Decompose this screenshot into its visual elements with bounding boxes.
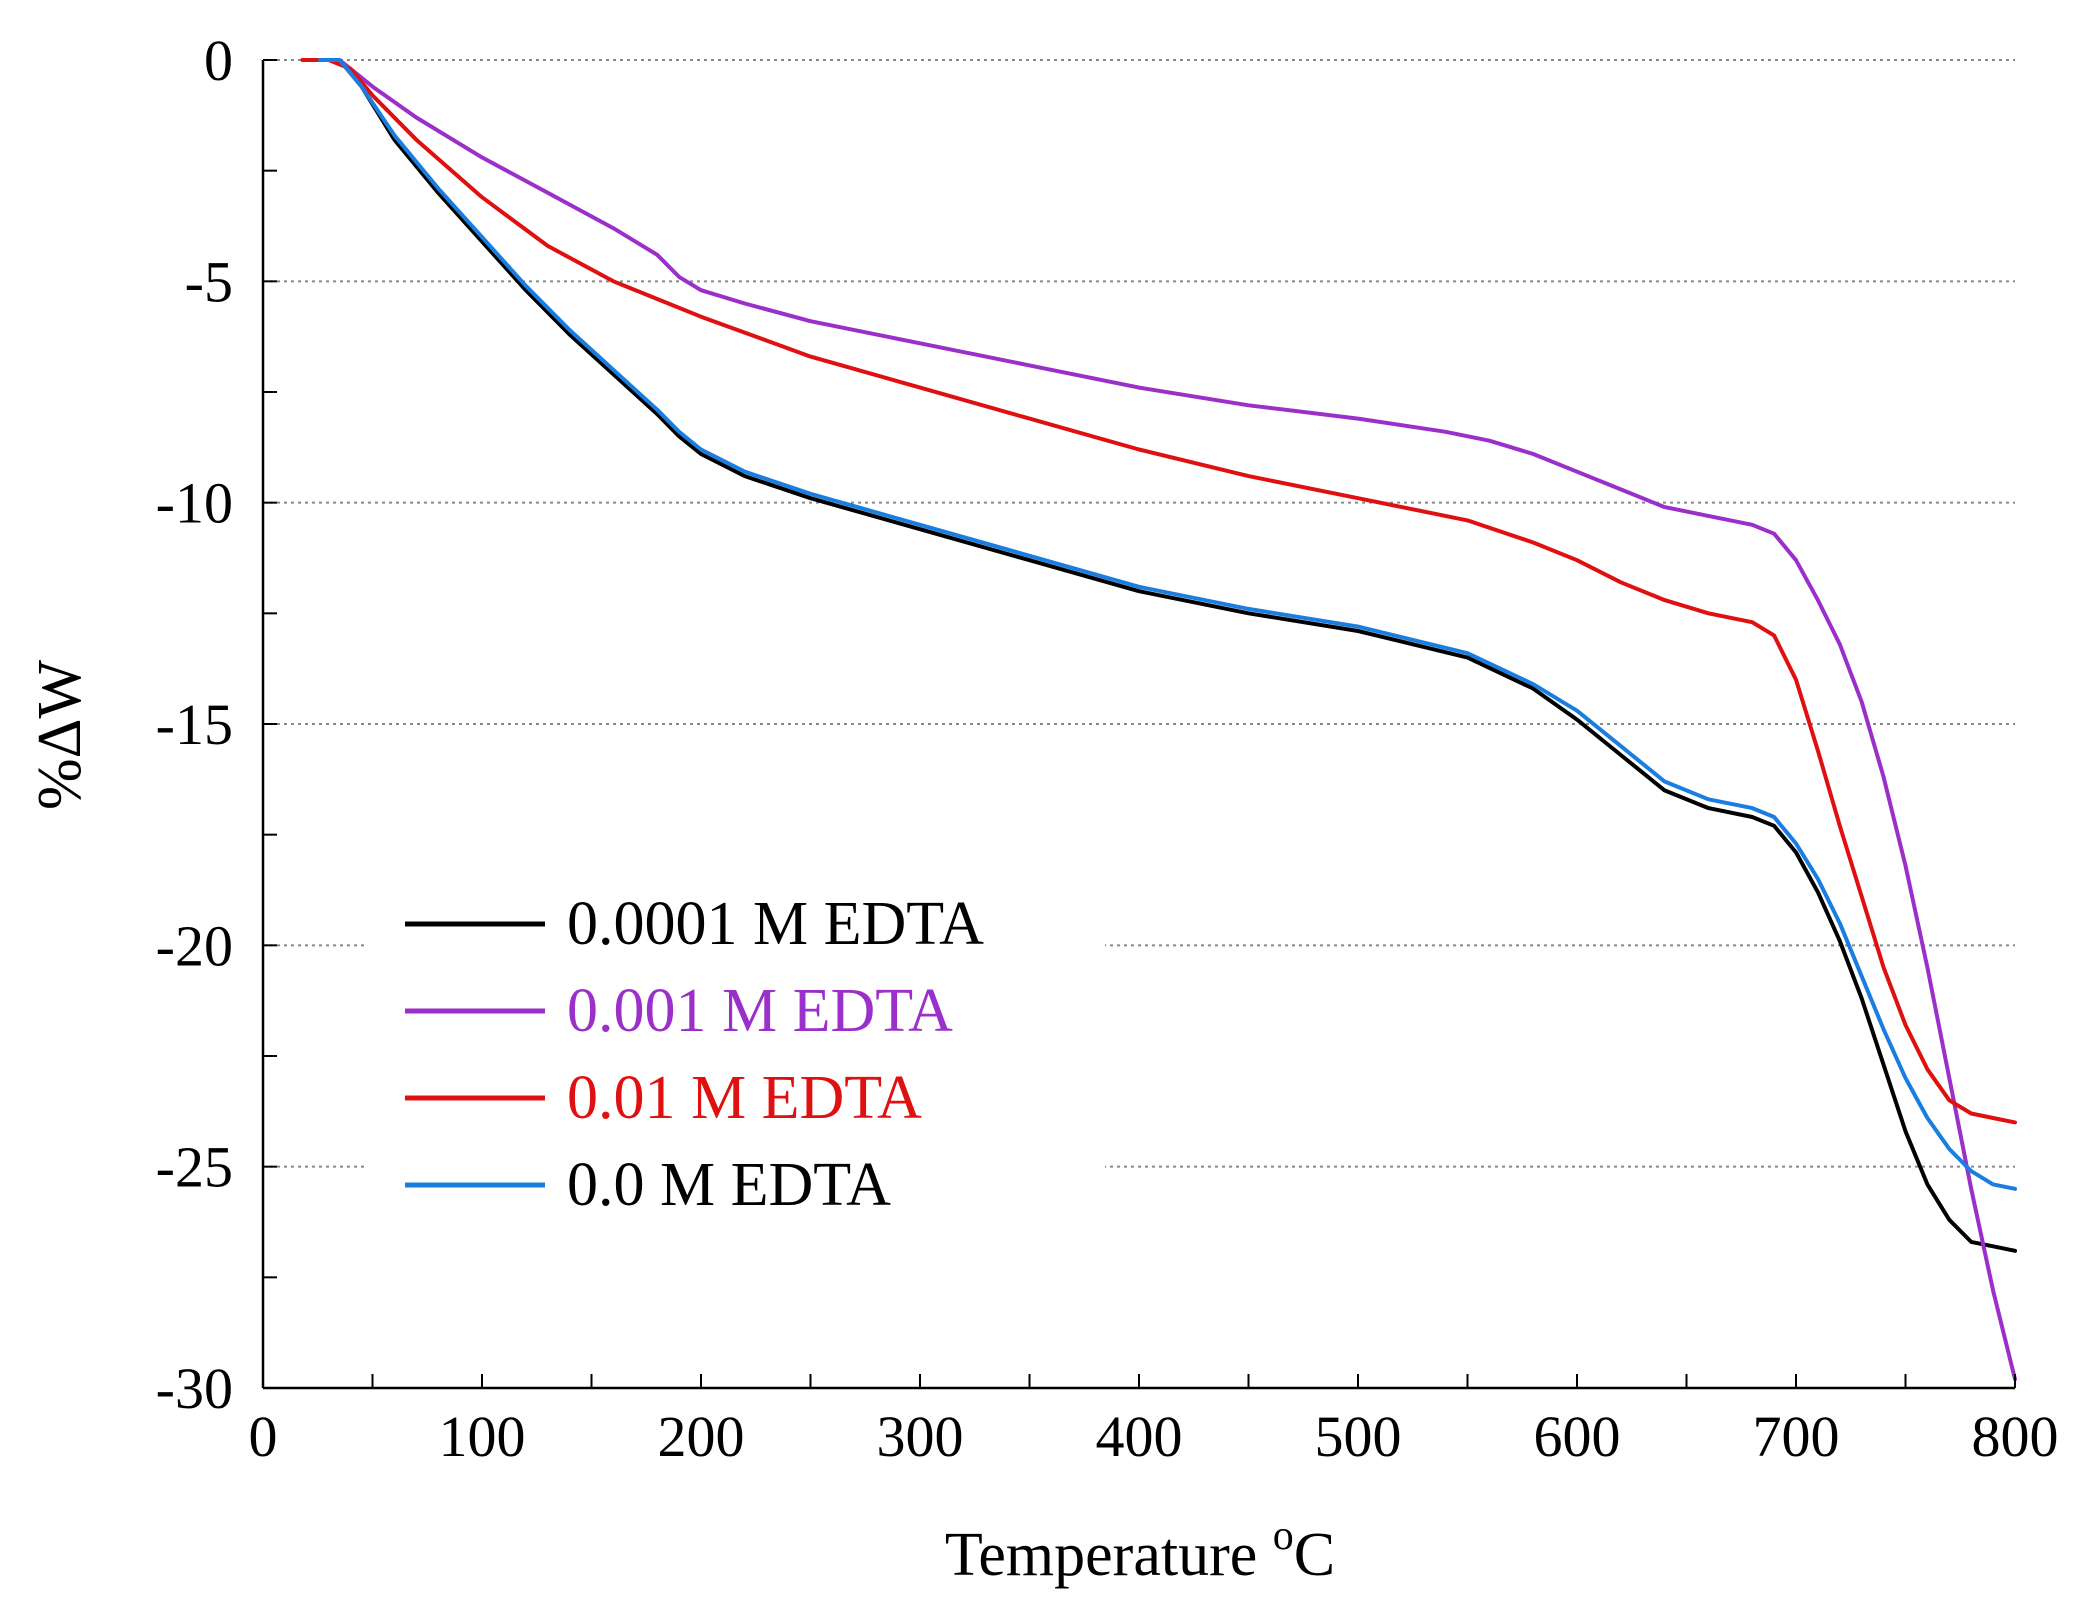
x-tick-label: 600 <box>1534 1404 1621 1469</box>
x-axis-title: Temperature oC <box>945 1513 1335 1589</box>
y-axis-title: %ΔW <box>26 660 94 811</box>
y-tick-label: -20 <box>156 913 233 978</box>
series-line-0 <box>322 58 2017 1253</box>
series-line-1 <box>322 58 2017 1382</box>
x-tick-label: 300 <box>877 1404 964 1469</box>
y-tick-label: -25 <box>156 1135 233 1200</box>
x-tick-label: 700 <box>1753 1404 1840 1469</box>
grid-lines <box>263 59 2015 1168</box>
axes: 0-5-10-15-20-25-300 100 200 300 400 500 600 700… <box>156 28 2059 1469</box>
y-tick-label: -10 <box>156 471 233 536</box>
y-tick-label: 0 <box>204 28 233 93</box>
x-tick-label: 0 <box>249 1404 278 1469</box>
legend-label: 0.0 M EDTA <box>567 1151 891 1219</box>
legend-background <box>365 888 1105 1256</box>
x-tick-label: 400 <box>1096 1404 1183 1469</box>
series-lines <box>300 58 2017 1382</box>
x-tick-label: 800 <box>1972 1404 2059 1469</box>
legend: 0.0001 M EDTA 0.001 M EDTA 0.01 M EDTA 0.0 … <box>365 888 1105 1256</box>
y-tick-label: -15 <box>156 692 233 757</box>
series-line-3 <box>317 58 2017 1191</box>
x-axis-title-spacer <box>1257 1521 1273 1589</box>
x-tick-label: 200 <box>658 1404 745 1469</box>
x-tick-label: 100 <box>439 1404 526 1469</box>
y-tick-label: -5 <box>185 249 233 314</box>
x-tick-label: 500 <box>1315 1404 1402 1469</box>
legend-label: 0.001 M EDTA <box>567 977 953 1045</box>
x-axis-unit-superscript: o <box>1273 1513 1294 1559</box>
x-axis-title-text: Temperature <box>945 1521 1257 1589</box>
x-axis-unit: C <box>1294 1521 1335 1589</box>
legend-label: 0.0001 M EDTA <box>567 890 984 958</box>
y-tick-label: -30 <box>156 1356 233 1421</box>
series-line-2 <box>300 58 2017 1125</box>
legend-label: 0.01 M EDTA <box>567 1064 922 1132</box>
